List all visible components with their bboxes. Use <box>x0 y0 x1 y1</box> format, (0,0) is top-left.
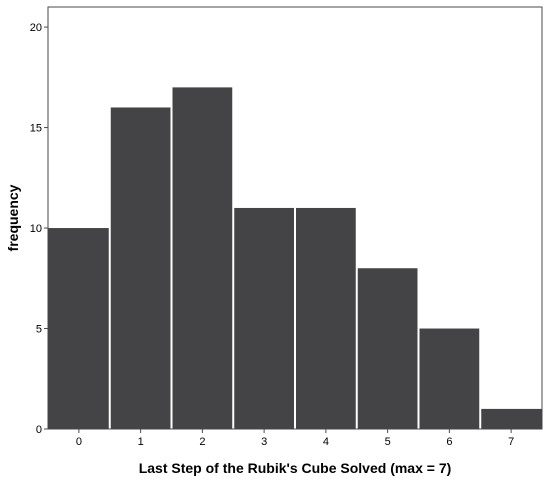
bar-4 <box>296 207 356 429</box>
y-tick-label-0: 0 <box>36 424 42 436</box>
x-tick-label-1: 1 <box>138 436 144 448</box>
bar-6 <box>419 328 480 429</box>
bar-2 <box>172 87 233 429</box>
x-tick-label-6: 6 <box>446 436 452 448</box>
bars-group <box>48 87 542 429</box>
x-tick-label-3: 3 <box>261 436 267 448</box>
x-tick-label-4: 4 <box>323 436 329 448</box>
x-tick-label-7: 7 <box>508 436 514 448</box>
y-tick-label-15: 15 <box>30 123 42 135</box>
y-axis-title: frequency <box>5 184 21 251</box>
x-tick-label-2: 2 <box>199 436 205 448</box>
y-tick-label-5: 5 <box>36 324 42 336</box>
x-axis-title: Last Step of the Rubik's Cube Solved (ma… <box>139 460 452 476</box>
bar-5 <box>357 268 418 429</box>
x-tick-label-5: 5 <box>385 436 391 448</box>
y-tick-label-10: 10 <box>30 223 42 235</box>
bar-7 <box>481 408 542 429</box>
x-tick-label-0: 0 <box>76 436 82 448</box>
bar-0 <box>48 228 109 429</box>
y-tick-label-20: 20 <box>30 22 42 34</box>
y-axis: 0 5 10 15 20 <box>30 22 48 436</box>
bar-3 <box>234 207 294 429</box>
bar-1 <box>110 107 171 429</box>
x-axis: 0 1 2 3 4 5 6 7 <box>76 429 514 448</box>
